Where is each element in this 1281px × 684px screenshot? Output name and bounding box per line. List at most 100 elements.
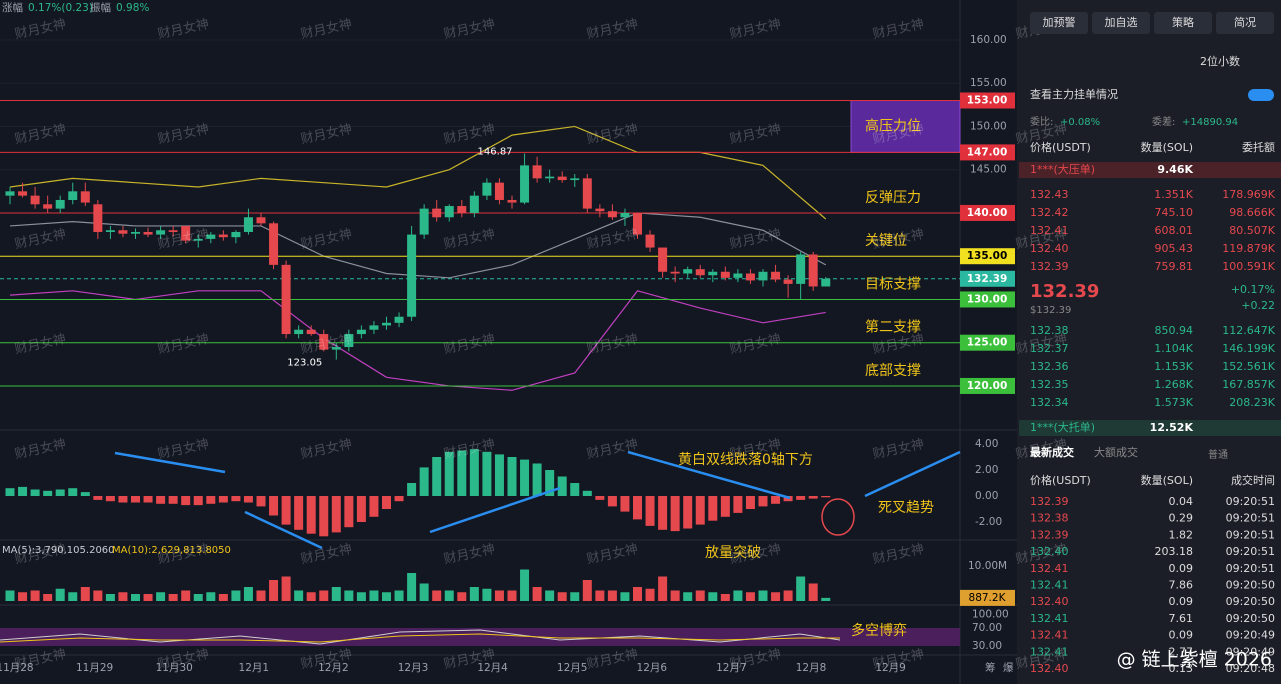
button-label[interactable]: 策略 <box>1172 15 1194 29</box>
volume-bar <box>432 590 442 601</box>
macd-bar <box>231 496 241 502</box>
panel-text: 09:20:49 <box>1226 629 1275 642</box>
volume-bar <box>344 590 354 601</box>
level-label: 130.00 <box>967 293 1008 305</box>
candle-body <box>168 230 178 232</box>
axis-button[interactable]: 爆 <box>1003 661 1014 674</box>
panel-text: 9.46K <box>1157 163 1193 176</box>
volume-bar <box>156 592 166 601</box>
big-bid-bg <box>1019 420 1281 436</box>
macd-bar <box>80 492 90 496</box>
panel-bg <box>1017 0 1281 684</box>
volume-bar <box>683 592 693 601</box>
arrow <box>244 510 323 550</box>
button-label[interactable]: 简况 <box>1234 15 1256 29</box>
panel-text: 0.29 <box>1169 512 1194 525</box>
volume-bar <box>469 587 479 601</box>
volume-bar <box>181 590 191 601</box>
signature: @ 链上紫檀 2026 <box>1117 649 1272 671</box>
osc-line <box>0 633 840 643</box>
panel-text: 12.52K <box>1150 421 1194 434</box>
macd-bar <box>168 496 178 504</box>
level-box <box>960 270 1015 287</box>
candle-body <box>319 334 329 350</box>
candle-body <box>595 208 605 212</box>
macd-note: 死叉趋势 <box>878 500 934 516</box>
candle-body <box>68 191 78 200</box>
panel-text: 132.35 <box>1030 378 1069 391</box>
toggle[interactable] <box>1248 89 1274 101</box>
macd-bar <box>43 490 53 496</box>
volume-bar <box>808 583 818 601</box>
x-tick-label: 12月4 <box>477 662 508 674</box>
candle-body <box>218 234 228 238</box>
panel-text: 80.507K <box>1229 224 1275 237</box>
tab[interactable]: 最新成交 <box>1030 445 1074 459</box>
macd-bar <box>55 489 65 496</box>
panel-text: 委托额 <box>1242 140 1275 154</box>
level-label: 135.00 <box>967 250 1008 262</box>
candle-body <box>30 195 40 205</box>
button-label[interactable]: 加预警 <box>1043 15 1076 29</box>
candle-body <box>494 182 504 200</box>
volume-bar <box>695 590 705 601</box>
volume-bar <box>331 587 341 601</box>
macd-tick: 2.00 <box>975 464 998 476</box>
macd-bar <box>319 496 329 537</box>
x-tick-label: 12月2 <box>318 662 349 674</box>
button[interactable] <box>1154 12 1212 34</box>
y-tick-label: 145.00 <box>970 164 1007 176</box>
button[interactable] <box>1030 12 1088 34</box>
macd-bar <box>507 457 517 496</box>
level-box <box>960 92 1015 109</box>
macd-bar <box>156 496 166 504</box>
panel-text: 委差: <box>1152 115 1175 128</box>
macd-bar <box>570 483 580 496</box>
candle-body <box>143 231 153 235</box>
decimals[interactable]: 2位小数 <box>1200 54 1240 68</box>
candle-body <box>5 191 15 196</box>
macd-bar <box>143 496 153 503</box>
volume-bar <box>93 590 103 601</box>
level-label: 147.00 <box>967 146 1008 158</box>
macd-bar <box>595 496 605 500</box>
button[interactable] <box>1092 12 1150 34</box>
macd-bar <box>633 496 642 520</box>
candle-body <box>156 230 166 235</box>
panel-text: 132.41 <box>1030 562 1069 575</box>
panel-text: 09:20:50 <box>1226 579 1275 592</box>
macd-bar <box>645 496 655 526</box>
x-tick-label: 12月9 <box>875 662 906 674</box>
x-tick-label: 12月7 <box>716 662 747 674</box>
tab[interactable]: 大额成交 <box>1094 445 1138 459</box>
axis-button[interactable]: 筹 <box>985 661 996 674</box>
panel-text: 7.86 <box>1169 579 1194 592</box>
volume-bar <box>18 592 28 601</box>
panel-text: 208.23K <box>1229 396 1275 409</box>
panel-text: 759.81 <box>1155 260 1194 273</box>
filter[interactable]: 普通 <box>1208 448 1228 461</box>
arrow <box>627 450 791 500</box>
candle-body <box>695 269 705 276</box>
button-label[interactable]: 加自选 <box>1105 16 1138 29</box>
candle-body <box>658 247 668 272</box>
panel-text: +0.08% <box>1060 117 1100 128</box>
x-tick-label: 12月3 <box>398 662 429 674</box>
volume-bar <box>306 592 316 601</box>
button[interactable] <box>1216 12 1274 34</box>
candle-body <box>432 208 442 218</box>
volume-bar <box>243 587 253 601</box>
macd-bar <box>331 496 341 533</box>
candle-body <box>294 329 304 335</box>
candle-body <box>394 316 404 323</box>
level-label: 120.00 <box>967 380 1008 392</box>
arrow <box>429 486 561 534</box>
volume-bar <box>771 592 781 601</box>
panel-text: 0.09 <box>1169 629 1194 642</box>
panel-text: 09:20:51 <box>1226 545 1275 558</box>
panel-text: 132.39 <box>1030 260 1069 273</box>
panel-text: 09:20:51 <box>1226 495 1275 508</box>
level-note: 第二支撑 <box>865 319 921 336</box>
candle-body <box>43 204 53 209</box>
chart-bg <box>0 0 1017 684</box>
